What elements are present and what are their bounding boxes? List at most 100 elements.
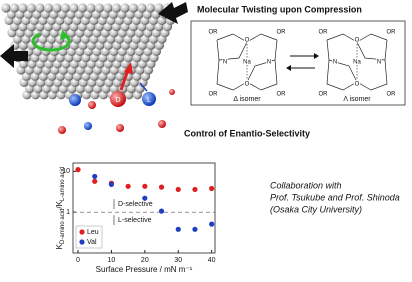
structures: OR OR OR OR N N O O Na OR OR OR OR N N O O Na Δ isomer Λ is…: [208, 29, 398, 103]
atom-label: Na: [353, 60, 361, 66]
arrow: [119, 69, 130, 91]
point: [192, 226, 198, 232]
arrowhead: [124, 62, 133, 74]
atom-label: N: [267, 60, 271, 66]
ball: [84, 122, 92, 130]
point: [209, 185, 215, 192]
sphere: [18, 3, 28, 13]
y-tick-label: 10: [62, 168, 70, 175]
compression-arrow: [0, 44, 28, 68]
x-tick-label: 40: [208, 257, 216, 264]
point: [125, 183, 131, 189]
sphere: [52, 3, 62, 13]
point: [158, 208, 165, 214]
atom-label: OR: [277, 30, 287, 36]
twist-arrowhead: [60, 30, 70, 40]
atom-label: OR: [319, 92, 329, 98]
twist-arrow: [31, 32, 71, 52]
isomer-label: Λ isomer: [343, 96, 371, 103]
sphere: [1, 3, 11, 13]
x-tick-label: 0: [76, 257, 80, 264]
y-label-part: /K: [55, 200, 64, 208]
point: [108, 181, 115, 187]
arrowhead: [314, 53, 319, 59]
sphere: [69, 3, 79, 13]
collab-line: (Osaka City University): [270, 204, 362, 214]
compression-arrow: [158, 2, 188, 24]
ball: [116, 124, 124, 132]
y-axis-label: KD-amino acid/KL-amino acid: [55, 167, 65, 250]
legend-marker: [79, 229, 85, 235]
sphere: [137, 3, 147, 13]
arrow: [139, 82, 148, 92]
molecular-surface: [1, 3, 178, 100]
ball: [158, 120, 166, 128]
atom-label: O: [245, 82, 250, 88]
point: [209, 221, 215, 227]
sphere: [111, 3, 122, 13]
x-axis-label: Surface Pressure / mN m⁻¹: [96, 265, 193, 274]
sphere: [43, 3, 54, 13]
sphere: [86, 3, 96, 13]
sphere: [154, 3, 164, 13]
point: [192, 186, 198, 193]
plot-frame: [72, 162, 216, 254]
sphere: [103, 3, 113, 13]
sphere: [145, 3, 156, 13]
legend-marker: [79, 239, 85, 245]
atom-label: N: [333, 60, 337, 66]
atom-label: N: [223, 60, 227, 66]
annotation: D-selective: [118, 201, 153, 208]
bond: [356, 41, 386, 61]
ball: [88, 101, 96, 109]
l-ball: [142, 92, 156, 106]
annotation: L-selective: [118, 217, 152, 224]
sphere: [94, 3, 105, 13]
d-ball: [110, 91, 126, 107]
sphere: [120, 3, 130, 13]
chart: 0 10 20 30 40 1 10 D-selective L-selective Surfac…: [62, 162, 216, 274]
y-tick-label: 1: [66, 209, 70, 216]
point: [158, 184, 165, 190]
point: [175, 186, 181, 193]
point: [75, 167, 81, 173]
atom-label: O: [355, 38, 360, 44]
ball: [169, 89, 175, 95]
legend-label: Leu: [87, 229, 99, 236]
sphere: [128, 3, 139, 13]
bond: [218, 41, 248, 61]
point: [175, 226, 181, 232]
atom-label: OR: [277, 92, 287, 98]
atom-label: O: [245, 38, 250, 44]
y-label-part: D-amino acid: [60, 209, 66, 244]
x-tick-label: 20: [141, 257, 149, 264]
atom-label: O: [355, 82, 360, 88]
atom-label: OR: [209, 30, 219, 36]
ball: [69, 94, 81, 106]
isomer-label: Δ isomer: [233, 96, 261, 103]
ball-label: D: [115, 97, 120, 104]
collab-line: Prof. Tsukube and Prof. Shinoda: [270, 192, 400, 202]
subtitle: Control of Enantio-Selectivity: [184, 128, 310, 138]
point: [142, 195, 148, 201]
atom-label: N: [377, 60, 381, 66]
point: [142, 183, 148, 189]
y-label-part: L-amino acid: [60, 167, 66, 201]
sphere: [26, 3, 37, 13]
atom-label: Na: [243, 60, 251, 66]
point: [92, 173, 98, 180]
y-label-part: K: [55, 243, 64, 249]
sphere: [60, 3, 71, 13]
x-tick-label: 30: [174, 257, 182, 264]
x-tick-label: 10: [108, 257, 116, 264]
atom-label: OR: [387, 92, 397, 98]
ball-label: L: [147, 97, 151, 104]
legend-label: Val: [87, 239, 97, 246]
collab-line: Collaboration with: [270, 180, 342, 190]
atom-label: OR: [209, 92, 219, 98]
title: Molecular Twisting upon Compression: [197, 4, 362, 14]
sphere: [9, 3, 20, 13]
arrowhead: [286, 65, 291, 71]
bond: [246, 59, 276, 83]
